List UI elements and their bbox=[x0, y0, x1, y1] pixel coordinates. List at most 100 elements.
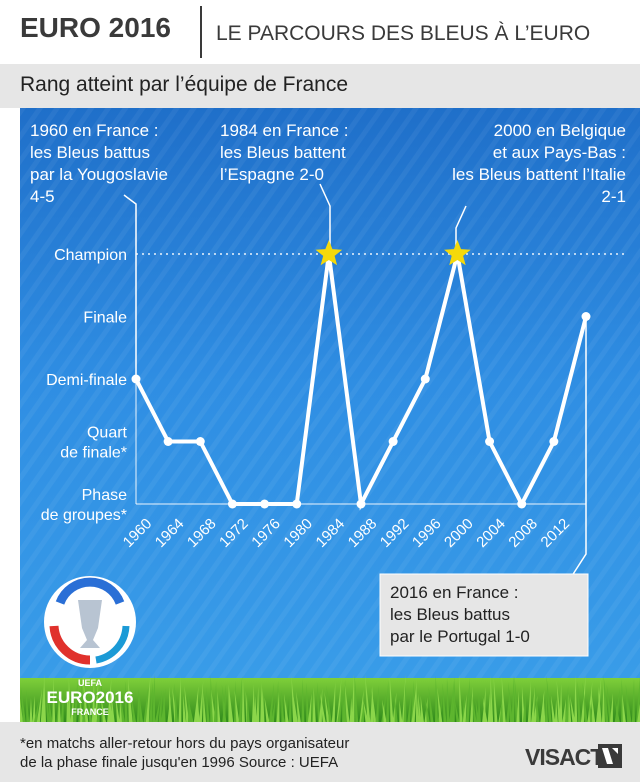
grass-blade bbox=[169, 686, 173, 722]
grass-blade bbox=[516, 691, 520, 722]
grass-blade bbox=[161, 688, 166, 722]
grass-blade bbox=[622, 694, 626, 722]
grass-blade bbox=[501, 676, 506, 722]
grass-blade bbox=[482, 696, 488, 722]
grass-blade bbox=[565, 685, 569, 722]
grass-blade bbox=[522, 692, 526, 722]
grass-blade bbox=[351, 674, 355, 722]
grass-blade bbox=[637, 703, 640, 722]
grass-blade bbox=[241, 677, 245, 722]
grass-blade bbox=[256, 686, 260, 722]
grass-blade bbox=[96, 695, 100, 722]
logo-france: FRANCE bbox=[71, 707, 109, 717]
grass-blade bbox=[184, 685, 190, 722]
grass-blade bbox=[36, 688, 43, 722]
grass-blade bbox=[534, 686, 540, 722]
grass-blade bbox=[580, 674, 586, 722]
grass-blade bbox=[158, 689, 162, 722]
grass-blade bbox=[318, 688, 323, 722]
grass-blade bbox=[148, 681, 153, 722]
grass-blade bbox=[213, 681, 217, 722]
grass-blade bbox=[306, 682, 310, 722]
y-tick-label: Demi-finale bbox=[46, 372, 127, 389]
grass-blade bbox=[182, 695, 186, 722]
grass-blade bbox=[188, 699, 194, 722]
grass-blade bbox=[276, 691, 280, 722]
grass-blade bbox=[52, 677, 56, 722]
grass-blade bbox=[459, 674, 463, 722]
grass-blade bbox=[446, 677, 450, 722]
grass-blade bbox=[449, 680, 454, 722]
grass-blade bbox=[293, 696, 298, 722]
grass-blade bbox=[469, 686, 473, 722]
grass-blade bbox=[508, 681, 513, 722]
grass-blade bbox=[628, 699, 632, 722]
grass-blade bbox=[418, 693, 422, 722]
grass-blade bbox=[574, 675, 578, 722]
grass-blade bbox=[60, 689, 64, 722]
grass-blade bbox=[281, 690, 285, 722]
grass-blade bbox=[91, 677, 95, 722]
grass-blade bbox=[472, 695, 477, 722]
data-point-1980 bbox=[292, 499, 302, 509]
grass-blade bbox=[128, 683, 132, 722]
y-tick-label: Finale bbox=[83, 310, 127, 327]
data-point-1972 bbox=[227, 499, 237, 509]
footnote-line-1: *en matchs aller-retour hors du pays org… bbox=[20, 735, 350, 752]
grass-blade bbox=[487, 692, 491, 722]
grass-blade bbox=[511, 675, 515, 722]
grass-blade bbox=[228, 685, 234, 722]
grass-blade bbox=[363, 699, 369, 722]
grass-blade bbox=[499, 697, 503, 722]
grass-blade bbox=[336, 679, 342, 722]
grass-blade bbox=[559, 683, 563, 722]
grass-blade bbox=[130, 692, 137, 722]
grass-blade bbox=[631, 678, 635, 722]
grass-blade bbox=[424, 695, 430, 722]
grass-blade bbox=[550, 695, 556, 722]
grass-blade bbox=[80, 699, 84, 722]
grass-blade bbox=[582, 682, 588, 722]
champion-star-1984 bbox=[315, 240, 343, 266]
grass-blade bbox=[178, 676, 182, 722]
grass-blade bbox=[100, 677, 105, 722]
grass-blade bbox=[562, 698, 566, 722]
grass-blade bbox=[337, 689, 343, 722]
annotation-2000: 2000 en Belgique et aux Pays-Bas : les Ble… bbox=[452, 121, 626, 206]
grass-blade bbox=[490, 675, 494, 722]
grass-blade bbox=[40, 685, 44, 722]
grass-blade bbox=[344, 683, 350, 722]
grass-blade bbox=[609, 693, 613, 722]
grass-blade bbox=[196, 694, 200, 722]
grass-blade bbox=[312, 687, 316, 722]
grass-blade bbox=[145, 674, 151, 722]
grass-blade bbox=[403, 681, 407, 722]
grass-blade bbox=[296, 691, 301, 722]
grass-blade bbox=[326, 685, 332, 722]
data-point-2012 bbox=[549, 437, 559, 446]
grass-blade bbox=[587, 681, 593, 722]
annotation-connector-1984 bbox=[319, 183, 331, 254]
grass-blade bbox=[119, 689, 125, 722]
page-subtitle: LE PARCOURS DES BLEUS À L’EURO bbox=[216, 22, 591, 45]
annotation-2016: 2016 en France : les Bleus battus par le P… bbox=[390, 583, 530, 646]
grass-blade bbox=[111, 690, 115, 722]
data-point-1996 bbox=[420, 374, 430, 384]
grass-blade bbox=[570, 696, 576, 722]
grass-blade bbox=[136, 690, 140, 722]
grass-blade bbox=[331, 681, 336, 722]
grass-blade bbox=[546, 675, 552, 722]
grass-blade bbox=[82, 675, 89, 722]
grass-blade bbox=[47, 690, 53, 722]
grass-blade bbox=[493, 677, 498, 722]
grass-blade bbox=[568, 693, 572, 722]
logo-arc-red bbox=[49, 625, 91, 665]
grass-blade bbox=[375, 685, 379, 722]
logo-arc-cyan bbox=[95, 625, 130, 664]
page-title: EURO 2016 bbox=[20, 12, 171, 43]
grass-blade bbox=[465, 678, 470, 722]
grass-blade bbox=[143, 687, 149, 722]
grass-blade bbox=[603, 675, 609, 722]
logo-uefa: UEFA bbox=[78, 678, 103, 688]
grass-blade bbox=[596, 676, 602, 722]
